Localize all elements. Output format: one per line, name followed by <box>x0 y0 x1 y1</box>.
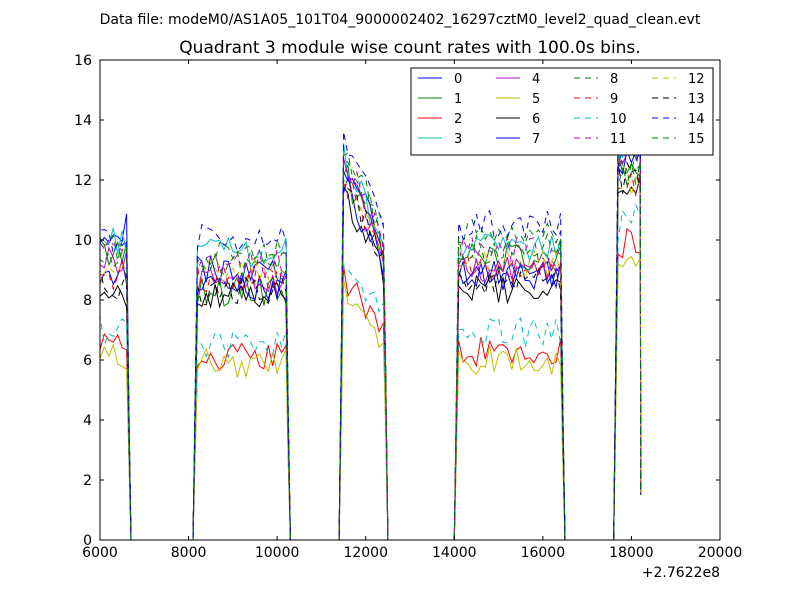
legend-label-11: 11 <box>610 132 627 147</box>
x-tick-label: 6000 <box>82 545 118 561</box>
series-line-4 <box>100 146 642 540</box>
legend-label-0: 0 <box>454 72 462 87</box>
legend-label-10: 10 <box>610 112 627 127</box>
y-tick-label: 8 <box>83 293 92 309</box>
legend-label-7: 7 <box>532 132 540 147</box>
x-tick-label: 18000 <box>609 545 654 561</box>
y-tick-label: 4 <box>83 413 92 429</box>
legend-label-14: 14 <box>688 112 705 127</box>
x-tick-label: 8000 <box>171 545 207 561</box>
series-layer <box>100 117 642 540</box>
series-line-2 <box>100 227 642 540</box>
x-tick-label: 12000 <box>343 545 388 561</box>
y-tick-label: 10 <box>74 233 92 249</box>
series-line-5 <box>100 255 642 540</box>
series-line-12 <box>100 159 642 540</box>
legend-label-2: 2 <box>454 112 462 127</box>
series-line-13 <box>100 160 642 540</box>
series-line-7 <box>100 148 642 540</box>
x-tick-label: 16000 <box>521 545 566 561</box>
series-line-8 <box>100 145 642 540</box>
legend-label-4: 4 <box>532 72 540 87</box>
x-tick-label: 10000 <box>255 545 300 561</box>
series-line-15 <box>100 152 642 540</box>
series-line-11 <box>100 139 642 540</box>
y-tick-label: 12 <box>74 173 92 189</box>
x-axis-offset-label: +2.7622e8 <box>642 565 720 581</box>
x-tick-label: 14000 <box>432 545 477 561</box>
y-tick-label: 6 <box>83 353 92 369</box>
y-tick-label: 2 <box>83 473 92 489</box>
legend-label-15: 15 <box>688 132 705 147</box>
legend-label-8: 8 <box>610 72 618 87</box>
y-tick-label: 16 <box>74 53 92 69</box>
legend-label-12: 12 <box>688 72 705 87</box>
y-tick-label: 0 <box>83 533 92 549</box>
series-line-6 <box>100 177 642 540</box>
legend-frame <box>410 67 714 156</box>
x-tick-label: 20000 <box>698 545 743 561</box>
axes-layer: 6000 8000 10000 12000 14000 16000 18000 20000 0 2… <box>74 53 742 561</box>
legend-label-6: 6 <box>532 112 540 127</box>
series-line-10 <box>100 203 642 540</box>
chart-title: Quadrant 3 module wise count rates with … <box>179 38 640 58</box>
figure-suptitle: Data file: modeM0/AS1A05_101T04_90000024… <box>100 12 701 28</box>
y-tick-label: 14 <box>74 113 92 129</box>
legend-label-5: 5 <box>532 92 540 107</box>
legend-label-9: 9 <box>610 92 618 107</box>
legend-label-3: 3 <box>454 132 462 147</box>
series-line-3 <box>100 117 642 540</box>
legend-label-1: 1 <box>454 92 462 107</box>
legend-label-13: 13 <box>688 92 705 107</box>
